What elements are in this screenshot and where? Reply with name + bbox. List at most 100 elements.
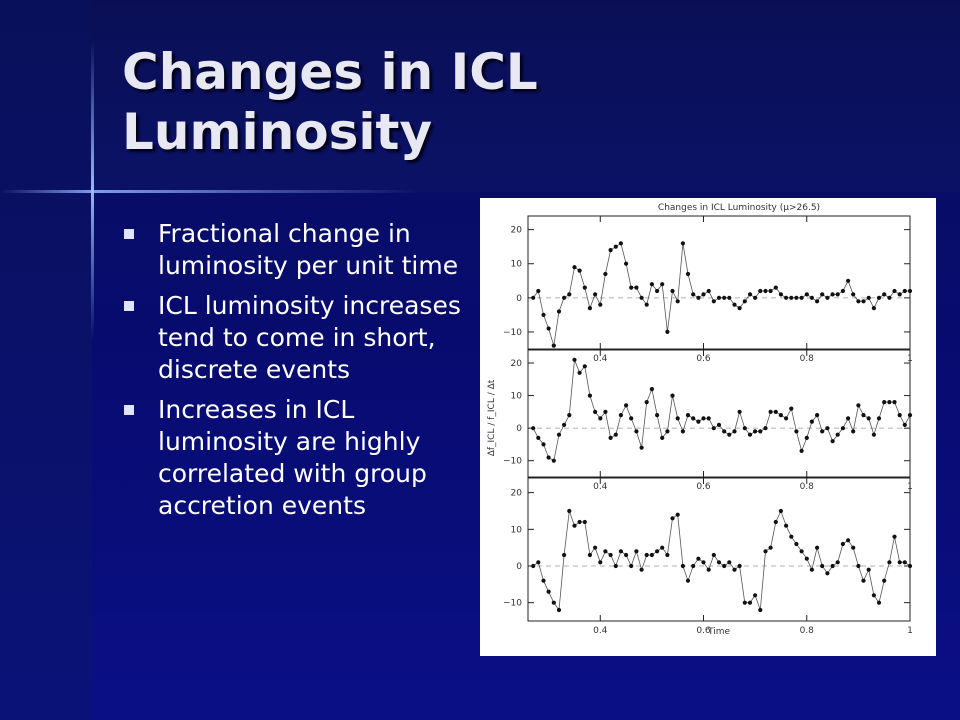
data-point (536, 560, 541, 565)
data-point (675, 512, 680, 517)
data-point (866, 567, 871, 572)
x-tick-label: 0.6 (696, 482, 711, 492)
data-point (722, 563, 727, 569)
data-point (582, 285, 587, 290)
data-point (784, 295, 789, 300)
data-point (882, 578, 887, 583)
data-point (696, 556, 701, 561)
data-point (804, 292, 809, 297)
data-point (572, 265, 577, 270)
data-point (737, 563, 742, 569)
data-point (618, 413, 623, 418)
data-point (567, 292, 572, 297)
data-point (577, 268, 582, 273)
data-point (902, 422, 907, 427)
data-point (882, 400, 887, 405)
data-point (887, 295, 892, 300)
data-point (649, 282, 654, 287)
data-point (701, 292, 706, 297)
data-point (753, 593, 758, 598)
data-point (747, 292, 753, 297)
data-point (851, 545, 856, 550)
data-point (778, 413, 783, 418)
bullet-item: Fractional change in luminosity per unit… (122, 218, 472, 282)
data-point (768, 409, 773, 414)
data-point (876, 416, 882, 421)
panel-frame (527, 215, 911, 350)
data-point (531, 563, 536, 569)
data-point (655, 549, 660, 554)
data-point (902, 560, 907, 565)
x-tick-label: 0.8 (800, 626, 815, 636)
data-point (871, 593, 876, 598)
data-point (587, 552, 592, 558)
data-point (556, 432, 562, 437)
x-tick-label: 0.8 (800, 354, 815, 364)
data-point (773, 409, 778, 414)
slide-title-line-2: Luminosity (122, 103, 433, 161)
data-point (789, 534, 794, 539)
data-point (897, 560, 902, 565)
data-point (773, 285, 778, 290)
data-point (639, 567, 644, 572)
bullet-list: Fractional change in luminosity per unit… (122, 218, 472, 530)
data-point (541, 578, 546, 583)
data-point (608, 552, 613, 558)
data-point (665, 552, 670, 558)
x-tick-label: 0.6 (696, 354, 711, 364)
data-point (598, 560, 603, 565)
data-point (587, 306, 592, 311)
data-point (572, 523, 577, 528)
data-point (737, 409, 742, 414)
bullet-text: Increases in ICL luminosity are highly c… (158, 395, 427, 520)
data-point (809, 295, 814, 300)
data-point (531, 295, 536, 300)
data-point (732, 302, 737, 307)
y-tick-label: 20 (511, 489, 523, 499)
left-band (0, 0, 92, 720)
data-point (897, 413, 902, 418)
data-point (629, 563, 634, 569)
data-point (907, 413, 913, 418)
data-point (587, 393, 592, 398)
data-point (794, 429, 799, 434)
data-point (871, 306, 876, 311)
data-point (536, 288, 541, 294)
data-point (644, 400, 649, 405)
data-point (655, 288, 660, 294)
data-point (624, 261, 629, 266)
data-point (830, 292, 835, 297)
data-point (716, 422, 722, 427)
data-point (634, 549, 639, 554)
bullet-item: Increases in ICL luminosity are highly c… (122, 394, 472, 522)
y-tick-label: 20 (511, 226, 523, 236)
y-tick-label: 10 (511, 392, 523, 402)
data-point (876, 295, 882, 300)
bullet-text: ICL luminosity increases tend to come in… (158, 291, 461, 384)
data-point (562, 422, 567, 427)
data-point (624, 552, 629, 558)
header-band (0, 0, 960, 192)
y-tick-label: 0 (516, 424, 522, 434)
data-point (716, 295, 722, 300)
square-bullet-icon (124, 229, 134, 239)
data-point (556, 607, 562, 613)
data-point (593, 409, 598, 414)
data-point (825, 295, 830, 300)
data-point (670, 393, 675, 398)
data-point (871, 432, 876, 437)
data-point (618, 549, 623, 554)
data-point (907, 288, 913, 294)
data-point (644, 552, 649, 558)
light-flare-horizontal (0, 190, 420, 193)
data-point (598, 416, 603, 421)
data-point (809, 567, 814, 572)
data-point (562, 295, 567, 300)
chart-figure: Changes in ICL Luminosity (μ>26.5) 20 10 0−… (480, 198, 936, 656)
data-point (582, 364, 587, 369)
data-point (861, 299, 866, 304)
data-point (634, 285, 639, 290)
data-point (701, 560, 706, 565)
data-point (897, 292, 902, 297)
data-point (778, 508, 783, 514)
